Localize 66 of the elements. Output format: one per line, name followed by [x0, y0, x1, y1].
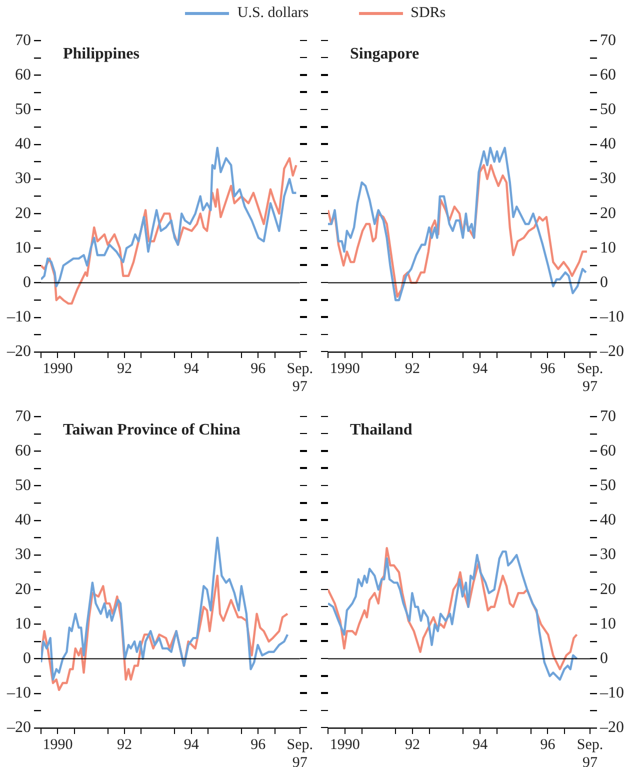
x-tick-label: 96	[250, 736, 266, 753]
x-tick-label: Sep. 97	[576, 736, 604, 767]
y-tick-label: 10	[15, 615, 31, 632]
chart-title: Singapore	[350, 46, 420, 63]
x-tick-label: 1990	[42, 736, 73, 753]
x-tick-label: 94	[472, 736, 488, 753]
y-tick-label: 70	[15, 32, 31, 49]
x-tick-label: 94	[184, 736, 200, 753]
y-tick-label: 40	[15, 136, 31, 153]
chart-title: Taiwan Province of China	[63, 422, 240, 439]
x-tick-label: 94	[472, 360, 488, 377]
y-tick-label: 60	[15, 66, 31, 84]
y-tick-label: 0	[23, 274, 31, 292]
y-tick-label: 40	[15, 512, 31, 529]
y2-tick-label: –10	[599, 308, 624, 326]
y2-tick-label: 70	[600, 32, 616, 49]
y2-tick-label: 50	[600, 101, 616, 118]
y2-tick-label: 30	[600, 546, 616, 564]
chart-title: Thailand	[350, 422, 412, 439]
y-tick-label: –20	[6, 343, 31, 360]
y2-tick-label: 50	[600, 477, 616, 494]
x-tick-label: Sep. 97	[286, 736, 313, 767]
x-tick-label: 92	[117, 360, 132, 377]
y-tick-label: 30	[15, 546, 31, 564]
legend-label: U.S. dollars	[237, 4, 309, 22]
y-tick-label: –10	[6, 308, 31, 326]
y2-tick-label: 40	[600, 512, 616, 529]
y-tick-label: 70	[15, 408, 31, 425]
y-tick-label: –20	[6, 719, 31, 736]
x-tick-label: 1990	[42, 360, 73, 377]
y2-tick-label: –10	[599, 684, 624, 702]
y2-tick-label: 40	[600, 136, 616, 153]
y-tick-label: 50	[15, 477, 31, 494]
y-tick-label: 50	[15, 101, 31, 118]
y-tick-label: 20	[15, 204, 31, 222]
x-tick-label: Sep. 97	[576, 360, 604, 395]
y2-tick-label: 20	[600, 580, 616, 598]
x-tick-label: 96	[540, 736, 556, 753]
x-tick-label: 1990	[330, 736, 360, 753]
x-tick-label: 92	[405, 736, 420, 753]
y2-tick-label: 20	[600, 204, 616, 222]
y-tick-label: –10	[6, 684, 31, 702]
y2-tick-label: 10	[600, 615, 616, 632]
y2-tick-label: 0	[600, 650, 608, 668]
y2-tick-label: 60	[600, 66, 616, 84]
x-tick-label: 96	[250, 360, 266, 377]
y-tick-label: 0	[23, 650, 31, 668]
y2-tick-label: –20	[599, 719, 624, 736]
y-tick-label: 20	[15, 580, 31, 598]
legend-label: SDRs	[410, 4, 446, 22]
chart-title: Philippines	[63, 46, 140, 63]
x-tick-label: 1990	[330, 360, 360, 377]
y2-tick-label: 0	[600, 274, 608, 292]
y-tick-label: 10	[15, 239, 31, 256]
y2-tick-label: 10	[600, 239, 616, 256]
x-tick-label: 94	[184, 360, 200, 377]
x-tick-label: 92	[405, 360, 420, 377]
x-tick-label: 92	[117, 736, 132, 753]
y2-tick-label: 60	[600, 442, 616, 460]
y-tick-label: 60	[15, 442, 31, 460]
y2-tick-label: 30	[600, 170, 616, 188]
y2-tick-label: –20	[599, 343, 624, 360]
x-tick-label: Sep. 97	[286, 360, 313, 395]
x-tick-label: 96	[540, 360, 556, 377]
y-tick-label: 30	[15, 170, 31, 188]
y2-tick-label: 70	[600, 408, 616, 425]
